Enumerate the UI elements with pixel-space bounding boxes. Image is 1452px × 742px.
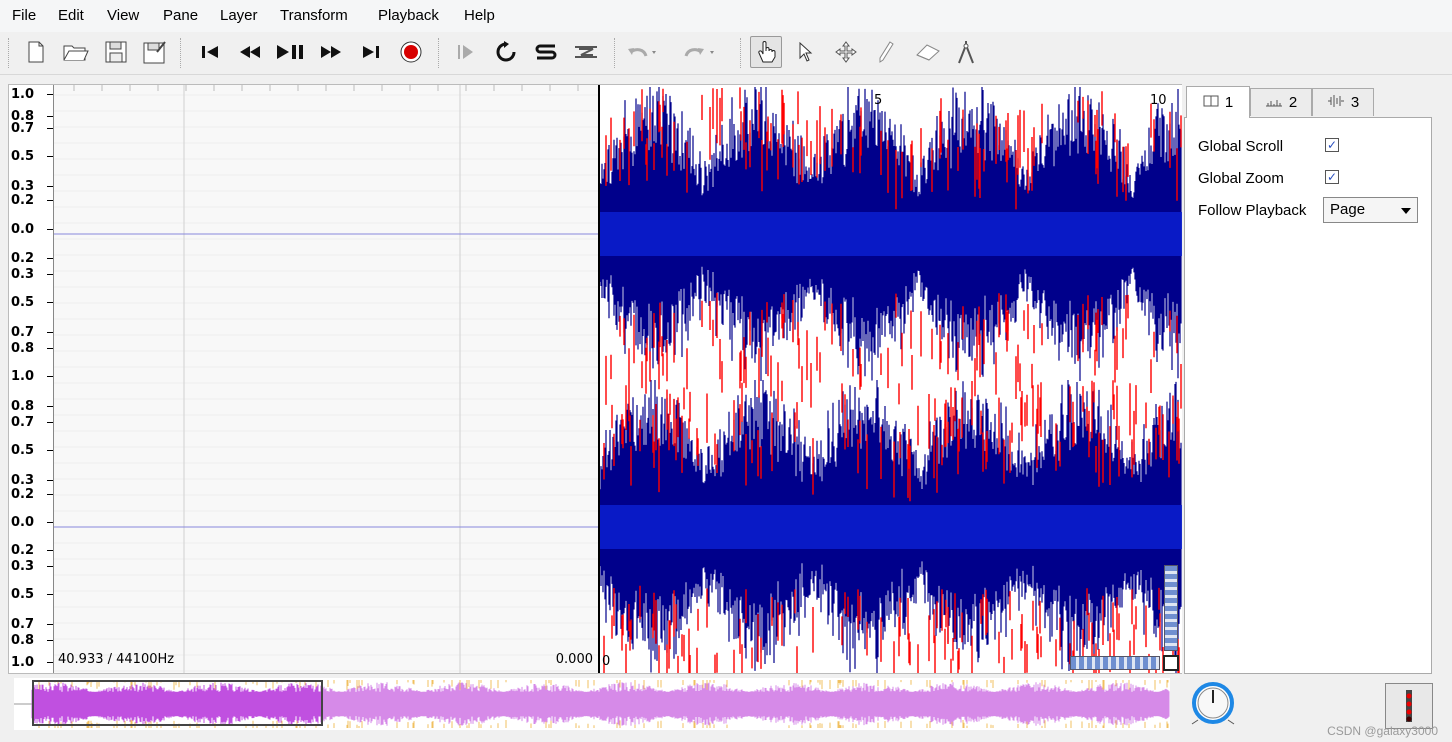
zoom-reset-button[interactable]	[1163, 655, 1179, 671]
erase-icon[interactable]	[912, 36, 944, 68]
tab-label: 3	[1350, 94, 1360, 111]
save-icon[interactable]	[100, 36, 132, 68]
scale-tick-label: 0.7	[11, 617, 54, 632]
measure-icon[interactable]	[950, 36, 982, 68]
follow-playback-value: Page	[1330, 201, 1366, 218]
global-zoom-label: Global Zoom	[1198, 170, 1284, 187]
play-pause-icon[interactable]	[275, 36, 307, 68]
menu-bar: File Edit View Pane Layer Transform Play…	[0, 0, 1452, 32]
draw-icon[interactable]	[870, 36, 902, 68]
follow-playback-label: Follow Playback	[1198, 202, 1307, 219]
overview-selection-box[interactable]	[32, 680, 323, 726]
scale-tick-label: 0.5	[11, 587, 54, 602]
scale-tick-label: 0.0	[11, 515, 54, 530]
scale-tick-label: 0.7	[11, 121, 54, 136]
scale-tick-label: 0.2	[11, 193, 54, 208]
rewind-start-icon[interactable]	[194, 36, 226, 68]
move-icon[interactable]	[830, 36, 862, 68]
tab-pane-1[interactable]: 1	[1186, 86, 1250, 118]
main-pane[interactable]: 1.0 0.8 0.7 0.5 0.3 0.2 0.0 0.2 0.3 0.5 0.7 0.8 1.0 0…	[8, 84, 1182, 674]
waveform-icon	[1327, 94, 1345, 112]
pane-properties: Global Scroll ✓ Global Zoom ✓ Follow Pla…	[1184, 117, 1432, 674]
fast-forward-end-icon[interactable]	[355, 36, 387, 68]
chevron-down-icon	[1401, 208, 1411, 214]
menu-edit[interactable]: Edit	[58, 7, 84, 24]
open-icon[interactable]	[60, 36, 92, 68]
new-icon[interactable]	[20, 36, 52, 68]
menu-pane[interactable]: Pane	[163, 7, 199, 24]
tab-layer-2[interactable]: 2	[1250, 88, 1312, 116]
menu-layer[interactable]: Layer	[220, 7, 258, 24]
scale-tick-label: 0.0	[11, 222, 54, 237]
scale-tick-label: 0.3	[11, 179, 54, 194]
ruler-label-10: 10	[1150, 93, 1167, 108]
property-panel: 1 2 3 Global Scroll ✓ Global Zoom ✓ Foll…	[1184, 86, 1432, 674]
sample-rate-label: 40.933 / 44100Hz	[58, 652, 175, 667]
record-icon[interactable]	[395, 36, 427, 68]
rewind-icon[interactable]	[234, 36, 266, 68]
scale-tick-label: 1.0	[11, 87, 54, 102]
scale-tick-label: 0.3	[11, 559, 54, 574]
scale-tick-label: 0.5	[11, 149, 54, 164]
scale-tick-label: 0.7	[11, 325, 54, 340]
toolbar	[0, 32, 1452, 75]
solo-icon[interactable]	[530, 36, 562, 68]
scale-tick-label: 0.8	[11, 399, 54, 414]
global-scroll-checkbox[interactable]: ✓	[1325, 138, 1339, 152]
tab-label: 2	[1288, 94, 1298, 111]
overview-pane[interactable]	[14, 678, 1170, 730]
fast-forward-icon[interactable]	[315, 36, 347, 68]
scale-tick-label: 0.7	[11, 415, 54, 430]
undo-icon[interactable]	[626, 36, 658, 68]
scale-tick-label: 0.2	[11, 487, 54, 502]
menu-file[interactable]: File	[12, 7, 37, 24]
menu-view[interactable]: View	[107, 7, 140, 24]
follow-playback-select[interactable]: Page	[1323, 197, 1418, 223]
ruler-label-5: 5	[874, 93, 883, 108]
scale-tick-label: 0.5	[11, 295, 54, 310]
global-scroll-label: Global Scroll	[1198, 138, 1284, 155]
scale-tick-label: 0.5	[11, 443, 54, 458]
select-icon[interactable]	[790, 36, 822, 68]
menu-help[interactable]: Help	[464, 7, 495, 24]
spectrum-icon	[1265, 94, 1283, 111]
play-selection-icon[interactable]	[450, 36, 482, 68]
pane-icon	[1203, 94, 1219, 111]
scale-tick-label: 0.2	[11, 543, 54, 558]
menu-transform[interactable]: Transform	[280, 7, 348, 24]
normalize-icon[interactable]	[570, 36, 602, 68]
time-left-label: 0.000	[555, 652, 593, 667]
save-as-icon[interactable]	[139, 36, 171, 68]
tab-layer-3[interactable]: 3	[1312, 88, 1374, 116]
global-zoom-checkbox[interactable]: ✓	[1325, 170, 1339, 184]
vertical-zoom-thumbwheel[interactable]	[1164, 565, 1178, 651]
menu-playback[interactable]: Playback	[378, 7, 439, 24]
watermark: CSDN @galaxy3000	[1327, 724, 1438, 738]
scale-tick-label: 1.0	[11, 655, 54, 670]
ruler-label-0: 0	[602, 654, 611, 669]
level-meter-button[interactable]	[1385, 683, 1433, 729]
loop-icon[interactable]	[490, 36, 522, 68]
spectrum-layer-area[interactable]: 40.933 / 44100Hz 0.000	[53, 85, 599, 673]
horizontal-zoom-thumbwheel[interactable]	[1070, 656, 1160, 670]
navigate-icon[interactable]	[750, 36, 782, 68]
scale-tick-label: 1.0	[11, 369, 54, 384]
tab-label: 1	[1224, 94, 1234, 111]
scale-tick-label: 0.8	[11, 633, 54, 648]
scale-tick-label: 0.8	[11, 341, 54, 356]
waveform-view[interactable]: 0 5 10	[598, 85, 1182, 673]
scale-tick-label: 0.8	[11, 109, 54, 124]
redo-icon[interactable]	[684, 36, 716, 68]
amplitude-scale: 1.0 0.8 0.7 0.5 0.3 0.2 0.0 0.2 0.3 0.5 0.7 0.8 1.0 0…	[9, 85, 54, 673]
scale-tick-label: 0.2	[11, 251, 54, 266]
playback-speed-dial[interactable]	[1190, 680, 1236, 726]
scale-tick-label: 0.3	[11, 267, 54, 282]
scale-tick-label: 0.3	[11, 473, 54, 488]
